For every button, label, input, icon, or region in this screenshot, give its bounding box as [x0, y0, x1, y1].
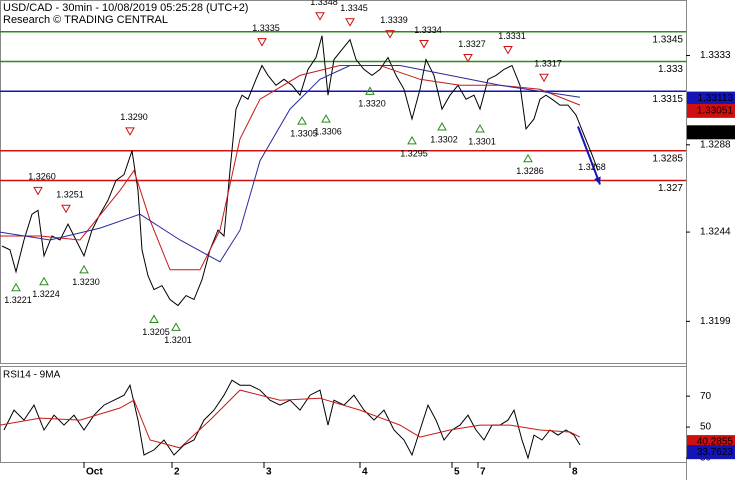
- x-tick-label: 7: [480, 467, 486, 478]
- resistance-label: 1.3331: [498, 31, 526, 41]
- support-label: 1.3286: [516, 166, 544, 176]
- target-arrow-shaft: [577, 126, 601, 185]
- resistance-marker: [345, 18, 355, 27]
- y-tick-label: 70: [700, 391, 712, 402]
- resistance-label: 1.3335: [252, 23, 280, 33]
- rsi-title: RSI14 - 9MA: [3, 370, 61, 381]
- series-line: [3, 379, 581, 460]
- chart-title: USD/CAD - 30min - 10/08/2019 05:25:28 (U…: [3, 2, 248, 14]
- support-marker: [437, 122, 447, 131]
- support-marker: [475, 124, 485, 133]
- support-label: 1.3320: [358, 99, 386, 109]
- resistance-label: 1.3334: [414, 25, 442, 35]
- resistance-label: 1.3251: [56, 190, 84, 200]
- support-marker: [79, 264, 89, 274]
- target-arrow-head: [594, 176, 601, 185]
- support-label: 1.3221: [4, 295, 32, 305]
- support-label: 1.3305: [290, 128, 318, 138]
- x-tick-label: 2: [174, 467, 180, 478]
- last-value-label: 1.33051: [697, 106, 734, 117]
- support-marker: [321, 114, 331, 123]
- resistance-label: 1.3260: [28, 172, 56, 182]
- y-tick-label: 50: [700, 422, 712, 433]
- level-label: 1.327: [658, 183, 683, 194]
- support-marker: [11, 282, 21, 292]
- support-label: 1.3224: [32, 289, 60, 299]
- level-label: 1.333: [658, 64, 683, 75]
- support-label: 1.3306: [314, 126, 342, 136]
- target-label: 1.3268: [578, 162, 606, 172]
- support-marker: [39, 276, 49, 286]
- resistance-marker: [315, 12, 325, 21]
- level-label: 1.3345: [652, 34, 683, 45]
- x-tick-label: 3: [266, 467, 272, 478]
- resistance-marker: [419, 40, 429, 49]
- resistance-label: 1.3345: [340, 3, 368, 13]
- resistance-marker: [61, 204, 71, 214]
- resistance-marker: [539, 73, 549, 83]
- support-marker: [171, 322, 181, 331]
- support-label: 1.3205: [142, 327, 170, 337]
- last-value-label: 1.32943: [697, 127, 734, 138]
- support-marker: [365, 86, 375, 95]
- y-tick-label: 1.3199: [700, 316, 731, 327]
- resistance-marker: [503, 46, 513, 55]
- support-label: 1.3201: [164, 335, 192, 345]
- y-tick-label: 1.3244: [700, 227, 731, 238]
- support-label: 1.3295: [400, 148, 428, 158]
- x-tick-label: 4: [362, 467, 368, 478]
- resistance-label: 1.3339: [380, 15, 408, 25]
- support-marker: [407, 135, 417, 145]
- support-label: 1.3302: [430, 134, 458, 144]
- last-value-box: [687, 91, 735, 106]
- support-marker: [297, 116, 307, 125]
- resistance-marker: [125, 127, 135, 136]
- support-marker: [149, 314, 159, 323]
- y-tick-label: 1.3288: [700, 139, 731, 150]
- level-label: 1.3285: [652, 153, 683, 164]
- resistance-marker: [385, 30, 395, 39]
- resistance-label: 1.3290: [120, 112, 148, 122]
- x-tick-label: Oct: [86, 467, 103, 478]
- support-label: 1.3230: [72, 277, 100, 287]
- series-line: [1, 35, 599, 307]
- x-tick-label: 5: [454, 467, 460, 478]
- last-value-label: 33.7623: [697, 447, 734, 458]
- last-value-box: [687, 445, 735, 460]
- resistance-marker: [33, 186, 43, 196]
- resistance-label: 1.3317: [534, 59, 562, 69]
- series-line: [0, 65, 581, 271]
- series-line: [0, 65, 581, 263]
- support-label: 1.3301: [468, 136, 496, 146]
- resistance-label: 1.3327: [458, 39, 486, 49]
- resistance-marker: [257, 38, 267, 47]
- resistance-label: 1.3348: [310, 0, 338, 7]
- last-value-box: [687, 103, 735, 118]
- y-tick-label: 1.3333: [700, 50, 731, 61]
- last-value-box: [687, 125, 735, 140]
- series-line: [0, 389, 581, 449]
- resistance-marker: [463, 53, 473, 63]
- support-marker: [523, 153, 533, 163]
- chart-subtitle: Research © TRADING CENTRAL: [3, 14, 168, 26]
- level-label: 1.3315: [652, 94, 683, 105]
- last-value-label: 1.33113: [698, 93, 734, 104]
- last-value-label: 40.2855: [697, 437, 734, 448]
- x-tick-label: 8: [572, 467, 578, 478]
